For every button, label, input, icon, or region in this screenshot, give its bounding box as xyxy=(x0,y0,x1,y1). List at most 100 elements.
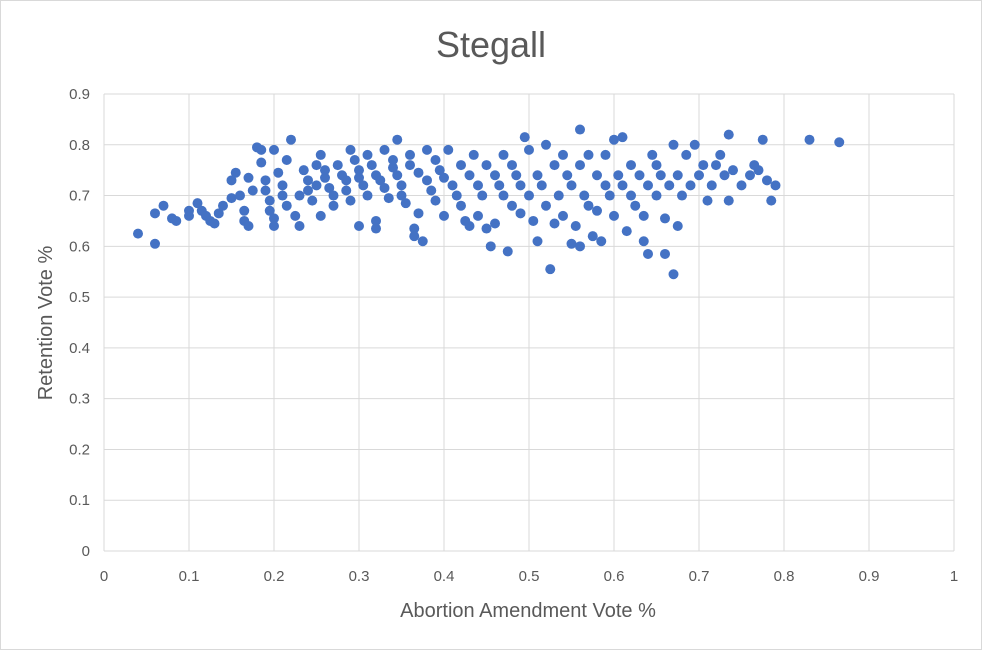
data-point xyxy=(655,170,666,181)
data-point xyxy=(264,205,275,216)
data-point xyxy=(672,221,683,232)
data-point xyxy=(583,149,594,160)
data-point xyxy=(630,200,641,211)
y-tick-label: 0.5 xyxy=(69,289,90,306)
data-point xyxy=(269,213,279,224)
data-point xyxy=(324,182,335,193)
data-point xyxy=(247,185,258,196)
data-point xyxy=(660,213,670,224)
data-point xyxy=(536,180,547,191)
data-point xyxy=(723,195,734,206)
data-point xyxy=(524,190,534,201)
data-point xyxy=(477,190,488,201)
data-point xyxy=(405,160,415,171)
data-point xyxy=(273,167,284,178)
data-point xyxy=(694,170,704,181)
data-point xyxy=(668,269,679,280)
x-tick-label: 0.5 xyxy=(519,568,540,585)
data-point xyxy=(711,160,721,171)
data-point xyxy=(532,170,543,181)
data-point xyxy=(439,210,449,221)
data-point xyxy=(379,182,390,193)
data-point xyxy=(490,170,500,181)
data-point xyxy=(158,200,169,211)
data-point xyxy=(549,160,560,171)
data-point xyxy=(332,160,343,171)
data-point xyxy=(226,193,237,204)
data-point xyxy=(490,218,500,229)
data-point xyxy=(609,210,619,221)
data-point xyxy=(290,210,301,221)
x-tick-label: 1 xyxy=(950,568,958,585)
data-point xyxy=(579,190,590,201)
data-point xyxy=(643,248,653,259)
data-point xyxy=(660,248,670,259)
data-point xyxy=(371,215,381,226)
data-point xyxy=(651,160,662,171)
data-point xyxy=(150,208,160,219)
x-tick-label: 0.6 xyxy=(604,568,625,585)
data-point xyxy=(192,198,203,209)
data-point xyxy=(757,134,768,145)
data-point xyxy=(524,144,534,155)
data-point xyxy=(354,221,364,232)
data-point xyxy=(575,160,585,171)
data-point xyxy=(311,160,322,171)
data-point xyxy=(609,134,619,145)
data-point xyxy=(430,155,441,166)
data-point xyxy=(549,218,560,229)
data-point xyxy=(264,195,275,206)
data-point xyxy=(515,180,526,191)
data-point xyxy=(541,200,551,211)
data-point xyxy=(685,180,696,191)
data-point xyxy=(213,208,224,219)
data-point xyxy=(243,221,254,232)
data-point xyxy=(728,165,738,176)
data-point xyxy=(243,172,254,183)
data-point xyxy=(498,149,509,160)
data-point xyxy=(133,228,143,239)
data-point xyxy=(834,137,845,148)
data-point xyxy=(286,134,296,145)
data-point xyxy=(621,226,632,237)
data-point xyxy=(400,198,411,209)
data-point xyxy=(575,124,585,135)
data-point xyxy=(753,165,764,176)
data-point xyxy=(277,180,288,191)
data-point xyxy=(511,170,522,181)
data-point xyxy=(464,221,475,232)
data-point xyxy=(294,221,305,232)
data-point xyxy=(349,155,360,166)
data-point xyxy=(341,185,352,196)
data-point xyxy=(230,167,241,178)
data-point xyxy=(507,160,517,171)
y-axis-label: Retention Vote % xyxy=(35,246,57,401)
data-point xyxy=(587,231,598,242)
data-point xyxy=(409,231,420,242)
data-point xyxy=(672,170,683,181)
data-point xyxy=(553,190,564,201)
data-point xyxy=(681,149,692,160)
data-point xyxy=(762,175,772,186)
data-point xyxy=(218,200,228,211)
data-point xyxy=(617,132,628,143)
data-point xyxy=(626,190,636,201)
data-point xyxy=(392,170,403,181)
data-point xyxy=(558,210,568,221)
data-point xyxy=(281,155,292,166)
data-point xyxy=(307,195,318,206)
y-tick-label: 0.3 xyxy=(69,391,90,408)
data-point xyxy=(303,175,313,186)
data-point xyxy=(562,170,573,181)
data-point xyxy=(770,180,781,191)
data-point xyxy=(235,190,245,201)
x-axis-label: Abortion Amendment Vote % xyxy=(400,600,656,622)
data-point xyxy=(150,238,160,249)
data-point xyxy=(413,167,424,178)
data-point xyxy=(702,195,713,206)
data-point xyxy=(698,160,709,171)
x-tick-label: 0.4 xyxy=(434,568,455,585)
data-point xyxy=(651,190,662,201)
data-point xyxy=(643,180,653,191)
